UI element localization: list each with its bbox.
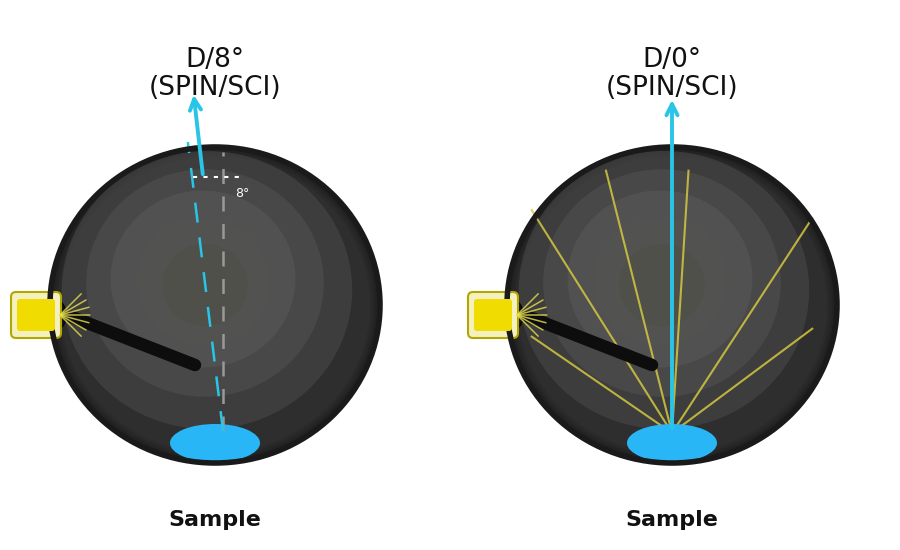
FancyBboxPatch shape: [468, 292, 518, 338]
Ellipse shape: [544, 169, 781, 397]
Ellipse shape: [627, 424, 717, 462]
Ellipse shape: [594, 218, 726, 344]
Ellipse shape: [86, 169, 324, 397]
Text: D/0°: D/0°: [643, 47, 701, 73]
Ellipse shape: [515, 154, 830, 456]
Ellipse shape: [568, 190, 752, 367]
FancyBboxPatch shape: [17, 299, 55, 331]
Ellipse shape: [111, 190, 295, 367]
Ellipse shape: [62, 151, 352, 429]
Ellipse shape: [619, 244, 705, 326]
Ellipse shape: [52, 150, 377, 461]
Ellipse shape: [517, 157, 827, 454]
Ellipse shape: [58, 154, 373, 456]
Ellipse shape: [50, 147, 380, 463]
FancyBboxPatch shape: [474, 299, 512, 331]
Text: 8°: 8°: [235, 187, 249, 200]
Text: Sample: Sample: [626, 510, 718, 530]
Ellipse shape: [137, 218, 269, 344]
Ellipse shape: [509, 150, 834, 461]
Text: (SPIN/SCI): (SPIN/SCI): [606, 75, 738, 101]
Ellipse shape: [60, 157, 370, 454]
Ellipse shape: [55, 152, 375, 458]
Ellipse shape: [507, 147, 837, 463]
Ellipse shape: [162, 244, 248, 326]
Text: (SPIN/SCI): (SPIN/SCI): [148, 75, 282, 101]
Ellipse shape: [512, 152, 832, 458]
Text: Sample: Sample: [168, 510, 261, 530]
Ellipse shape: [46, 300, 66, 330]
Ellipse shape: [518, 151, 809, 429]
Ellipse shape: [170, 424, 260, 462]
FancyBboxPatch shape: [11, 292, 61, 338]
Ellipse shape: [503, 300, 523, 330]
Text: D/8°: D/8°: [185, 47, 245, 73]
